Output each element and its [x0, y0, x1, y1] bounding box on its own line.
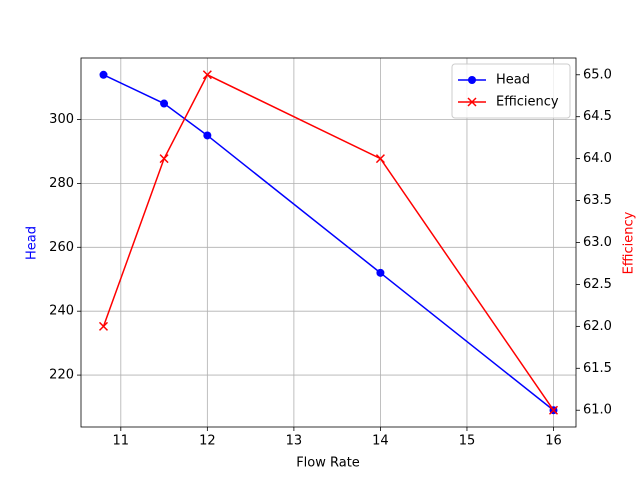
y2-tick-label: 64.0 — [583, 151, 612, 166]
marker — [467, 97, 477, 107]
x-axis-label: Flow Rate — [296, 456, 360, 471]
y-tick-label: 260 — [49, 240, 74, 255]
marker — [99, 70, 108, 79]
marker — [202, 70, 212, 80]
x-tick-label: 13 — [286, 434, 303, 449]
x-tick-label: 15 — [459, 434, 476, 449]
legend-box — [451, 63, 571, 119]
x-tick-label: 11 — [113, 434, 130, 449]
plot-frame — [80, 57, 577, 428]
y-tick-label: 240 — [49, 304, 74, 319]
marker — [468, 76, 476, 84]
y2-tick-label: 63.5 — [583, 193, 612, 208]
y-tick-label: 300 — [49, 112, 74, 127]
y-axis-label: Head — [25, 226, 40, 260]
marker — [203, 131, 212, 140]
y2-tick-label: 61.0 — [583, 403, 612, 418]
x-tick-label: 14 — [372, 434, 389, 449]
y-tick-label: 280 — [49, 176, 74, 191]
legend: Head Efficiency — [451, 63, 571, 119]
marker — [159, 154, 169, 164]
marker — [98, 321, 109, 331]
y2-tick-label: 61.5 — [583, 361, 612, 376]
marker — [548, 405, 559, 415]
y-tick-label: 220 — [49, 368, 74, 383]
legend-label: Head — [496, 73, 530, 88]
x-tick-label: 16 — [545, 434, 562, 449]
marker — [160, 99, 169, 108]
marker — [375, 154, 385, 164]
y2-tick-label: 64.5 — [583, 109, 612, 124]
legend-label: Efficiency — [496, 95, 559, 110]
y2-tick-label: 65.0 — [583, 67, 612, 82]
x-tick-label: 12 — [199, 434, 216, 449]
y2-tick-label: 62.5 — [583, 277, 612, 292]
marker — [376, 268, 385, 277]
y2-axis-label: Efficiency — [622, 211, 637, 274]
y2-tick-label: 63.0 — [583, 235, 612, 250]
y2-tick-label: 62.0 — [583, 319, 612, 334]
